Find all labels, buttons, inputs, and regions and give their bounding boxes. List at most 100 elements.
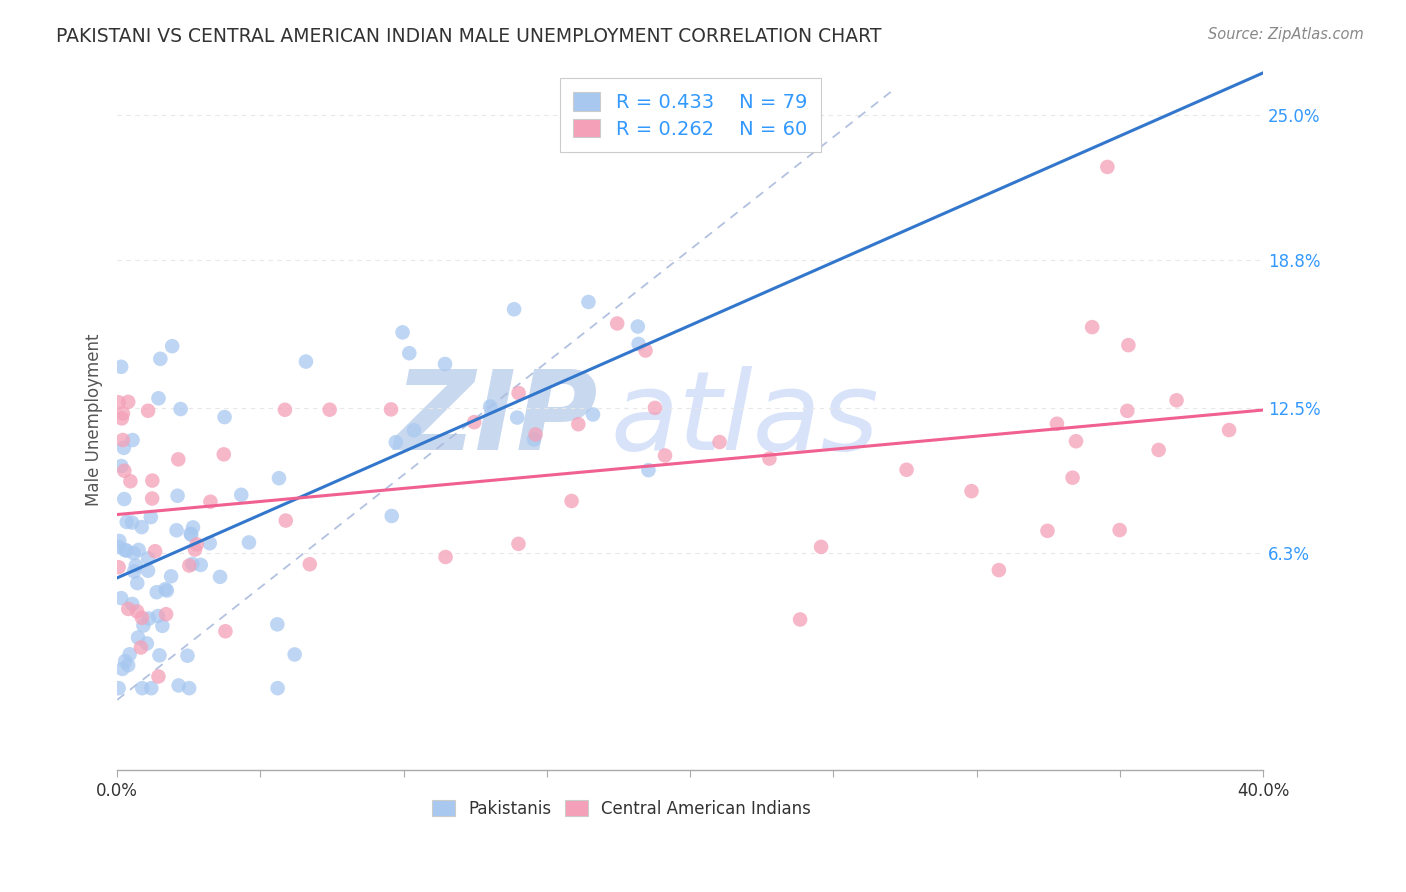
Point	[384, 435, 406, 450]
Point	[567, 417, 589, 432]
Point	[284, 648, 307, 662]
Point	[758, 451, 780, 466]
Point	[117, 395, 139, 409]
Point	[479, 400, 502, 414]
Point	[114, 543, 136, 558]
Point	[136, 551, 159, 566]
Point	[148, 648, 170, 663]
Point	[148, 669, 170, 683]
Point	[132, 618, 155, 632]
Point	[150, 619, 173, 633]
Point	[181, 557, 204, 571]
Point	[141, 681, 163, 695]
Point	[141, 474, 163, 488]
Point	[136, 564, 159, 578]
Point	[179, 681, 201, 695]
Point	[110, 359, 132, 374]
Point	[111, 662, 134, 676]
Point	[112, 441, 135, 455]
Point	[167, 452, 190, 467]
Point	[122, 565, 145, 579]
Point	[789, 612, 811, 626]
Point	[141, 491, 163, 506]
Point	[1036, 524, 1059, 538]
Text: PAKISTANI VS CENTRAL AMERICAN INDIAN MALE UNEMPLOYMENT CORRELATION CHART: PAKISTANI VS CENTRAL AMERICAN INDIAN MAL…	[56, 27, 882, 45]
Point	[180, 527, 202, 541]
Point	[107, 540, 129, 554]
Point	[231, 488, 253, 502]
Point	[637, 463, 659, 477]
Point	[1064, 434, 1087, 449]
Point	[184, 542, 207, 557]
Point	[634, 343, 657, 358]
Point	[111, 407, 134, 421]
Point	[176, 648, 198, 663]
Point	[508, 386, 530, 401]
Point	[896, 463, 918, 477]
Point	[160, 569, 183, 583]
Point	[960, 484, 983, 499]
Legend: Pakistanis, Central American Indians: Pakistanis, Central American Indians	[425, 794, 818, 825]
Point	[318, 402, 340, 417]
Point	[146, 609, 169, 624]
Point	[107, 560, 129, 574]
Point	[115, 543, 138, 558]
Point	[214, 410, 236, 425]
Point	[156, 583, 179, 598]
Point	[117, 658, 139, 673]
Point	[582, 408, 605, 422]
Point	[138, 611, 160, 625]
Point	[169, 402, 191, 417]
Point	[810, 540, 832, 554]
Point	[160, 339, 183, 353]
Point	[1116, 404, 1139, 418]
Text: ZIP: ZIP	[395, 366, 599, 473]
Point	[434, 549, 457, 564]
Point	[274, 402, 297, 417]
Point	[402, 423, 425, 437]
Point	[524, 427, 547, 442]
Point	[121, 433, 143, 447]
Point	[139, 510, 162, 524]
Point	[155, 607, 177, 622]
Point	[143, 544, 166, 558]
Point	[122, 546, 145, 560]
Point	[1097, 160, 1119, 174]
Point	[127, 576, 149, 591]
Point	[295, 354, 318, 368]
Point	[398, 346, 420, 360]
Point	[110, 591, 132, 606]
Point	[128, 542, 150, 557]
Point	[1118, 338, 1140, 352]
Point	[149, 351, 172, 366]
Point	[131, 681, 153, 695]
Point	[118, 648, 141, 662]
Point	[112, 464, 135, 478]
Point	[200, 494, 222, 508]
Point	[212, 447, 235, 461]
Point	[380, 402, 402, 417]
Point	[115, 515, 138, 529]
Point	[111, 433, 134, 447]
Point	[112, 491, 135, 506]
Point	[987, 563, 1010, 577]
Point	[107, 395, 129, 409]
Point	[463, 415, 485, 429]
Point	[627, 337, 650, 351]
Point	[1166, 393, 1188, 408]
Point	[107, 681, 129, 695]
Text: atlas: atlas	[610, 366, 879, 473]
Point	[298, 558, 321, 572]
Point	[167, 678, 190, 692]
Point	[111, 411, 134, 425]
Point	[127, 631, 149, 645]
Point	[266, 681, 288, 695]
Point	[190, 558, 212, 572]
Point	[238, 535, 260, 549]
Point	[606, 317, 628, 331]
Point	[1147, 442, 1170, 457]
Point	[198, 536, 221, 550]
Point	[503, 302, 526, 317]
Point	[266, 617, 288, 632]
Point	[181, 520, 204, 534]
